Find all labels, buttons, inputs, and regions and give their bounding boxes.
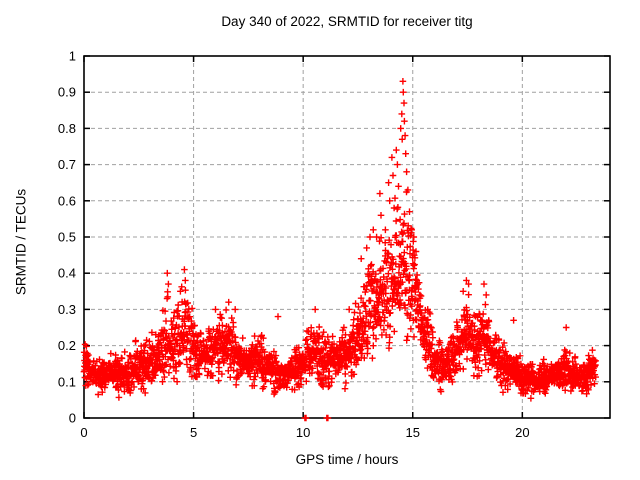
chart-title: Day 340 of 2022, SRMTID for receiver tit… [221,14,473,29]
y-tick-label: 0.2 [58,338,76,353]
x-axis-label: GPS time / hours [295,452,399,467]
y-tick-label: 0.3 [58,302,76,317]
y-tick-label: 0.5 [58,230,76,245]
y-tick-label: 0.7 [58,157,76,172]
y-tick-label: 1 [69,49,76,64]
x-tick-label: 20 [515,425,529,440]
plot-border [83,55,611,419]
data-point-markers [80,78,599,422]
x-tick-label: 5 [190,425,197,440]
x-tick-label: 0 [80,425,87,440]
y-tick-label: 0.8 [58,121,76,136]
x-tick-label: 15 [406,425,420,440]
y-tick-label: 0.6 [58,193,76,208]
x-tick-label: 10 [296,425,310,440]
y-tick-label: 0.1 [58,374,76,389]
tick-labels: 00.10.20.30.40.50.60.70.80.910 5 10 15 20 [58,49,530,441]
y-tick-label: 0.9 [58,85,76,100]
y-tick-label: 0 [69,411,76,426]
scatter-points [80,78,599,422]
y-tick-label: 0.4 [58,266,76,281]
